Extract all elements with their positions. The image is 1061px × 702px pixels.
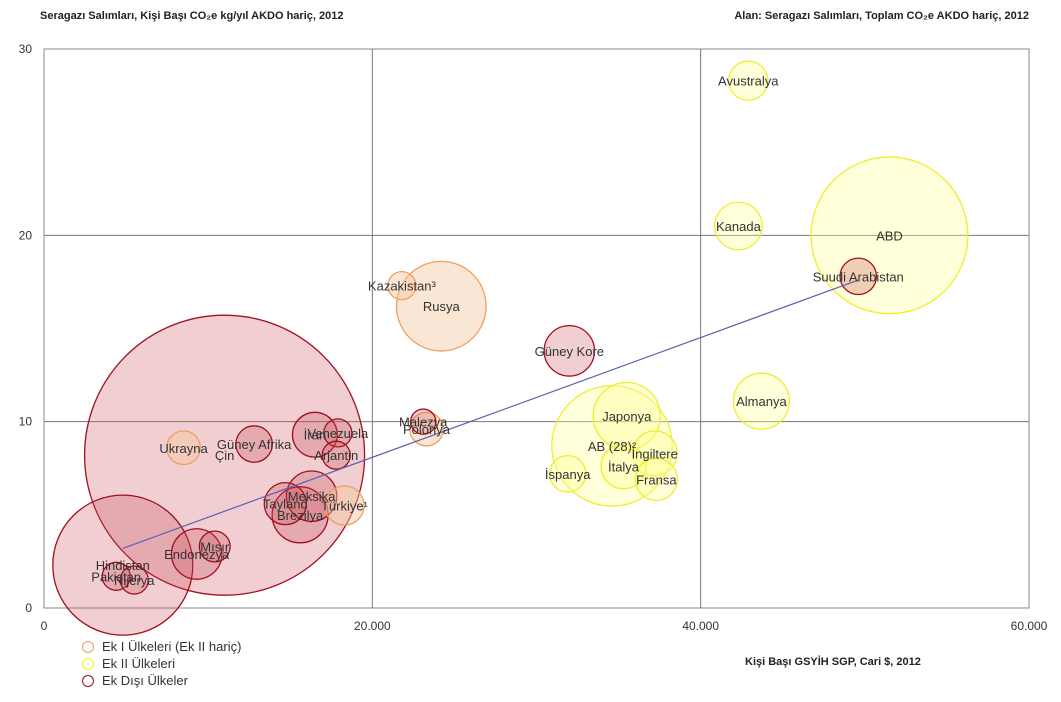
bubble-avustralya xyxy=(728,60,769,101)
bubble-hindistan xyxy=(52,494,194,636)
label-i-ran: İran xyxy=(304,428,326,443)
label-nijerya: Nijerya xyxy=(114,573,155,588)
legend-label-ekdisi: Ek Dışı Ülkeler xyxy=(102,673,188,688)
bubble-kazakistan xyxy=(387,270,417,301)
y-tick-label: 30 xyxy=(19,42,33,56)
label-çin: Çin xyxy=(215,448,235,463)
bubble-i-talya xyxy=(600,443,647,490)
bubble-i-ngiltere xyxy=(631,430,678,477)
legend-item-ekdisi: Ek Dışı Ülkeler xyxy=(82,672,241,689)
x-tick-label: 20.000 xyxy=(354,619,391,633)
bubble-polonya xyxy=(409,411,444,447)
bubble-çin xyxy=(83,314,366,596)
label-endonezya: Endonezya xyxy=(164,547,230,562)
label-i-talya: İtalya xyxy=(608,459,640,474)
y-tick-label: 0 xyxy=(25,601,32,615)
legend-label-ek2: Ek II Ülkeleri xyxy=(102,656,175,671)
bubble-güney-afrika xyxy=(235,425,273,463)
label-tayland: Tayland xyxy=(263,497,308,512)
bubble-arjantin xyxy=(321,440,351,470)
label-malezya: Malezya xyxy=(399,415,448,430)
bubble-ukrayna xyxy=(166,430,201,466)
label-suudi-arabistan: Suudi Arabistan xyxy=(813,269,904,284)
bubble-i-spanya xyxy=(548,454,587,493)
x-tick-label: 40.000 xyxy=(682,619,719,633)
label-mısır: Mısır xyxy=(200,540,230,555)
bubble-güney-kore xyxy=(543,325,596,377)
legend-item-ek2: Ek II Ülkeleri xyxy=(82,655,241,672)
label-abd: ABD xyxy=(876,228,903,243)
legend-swatch-ekdisi xyxy=(82,674,94,687)
label-kazakistan: Kazakistan³ xyxy=(368,279,437,294)
bubble-size-title: Alan: Seragazı Salımları, Toplam CO₂e AK… xyxy=(734,10,1029,22)
trend-line xyxy=(122,279,859,549)
legend-item-ek1: Ek I Ülkeleri (Ek II hariç) xyxy=(82,638,241,655)
bubble-fransa xyxy=(634,457,678,502)
label-pakistan: Pakistan xyxy=(91,569,141,584)
legend-swatch-ek1 xyxy=(82,640,94,653)
x-tick-label: 60.000 xyxy=(1011,619,1048,633)
label-ukrayna: Ukrayna xyxy=(159,441,208,456)
bubble-japonya xyxy=(592,381,662,451)
bubble-almanya xyxy=(732,372,791,430)
label-i-spanya: İspanya xyxy=(545,467,591,482)
label-rusya: Rusya xyxy=(423,299,461,314)
label-güney-afrika: Güney Afrika xyxy=(217,437,292,452)
bubble-türkiye xyxy=(324,485,365,526)
label-güney-kore: Güney Kore xyxy=(535,344,604,359)
label-meksika: Meksika xyxy=(288,489,336,504)
bubble-mısır xyxy=(198,530,231,563)
label-kanada: Kanada xyxy=(716,219,762,234)
label-hindistan: Hindistan xyxy=(96,558,150,573)
label-japonya: Japonya xyxy=(602,409,652,424)
label-avustralya: Avustralya xyxy=(718,74,779,89)
label-almanya: Almanya xyxy=(736,394,787,409)
bubble-rusya xyxy=(395,260,487,352)
label-türkiye: Türkiye¹ xyxy=(321,499,369,514)
left-axis-title: Seragazı Salımları, Kişi Başı CO₂e kg/yı… xyxy=(40,10,344,22)
label-brezilya: Brezilya xyxy=(277,508,324,523)
x-tick-label: 0 xyxy=(41,619,48,633)
legend: Ek I Ülkeleri (Ek II hariç) Ek II Ülkele… xyxy=(82,638,241,689)
bubble-pakistan xyxy=(101,561,131,591)
label-ab-28: AB (28)² xyxy=(588,439,637,454)
x-axis-title: Kişi Başı GSYİH SGP, Cari $, 2012 xyxy=(745,656,921,668)
label-i-ngiltere: İngiltere xyxy=(632,446,678,461)
plot-frame xyxy=(43,48,1030,609)
bubble-endonezya xyxy=(170,528,223,580)
bubble-nijerya xyxy=(119,565,149,595)
bubble-malezya xyxy=(409,408,437,435)
bubble-abd xyxy=(810,156,969,315)
bubble-venezuela xyxy=(323,418,353,448)
y-tick-label: 20 xyxy=(19,228,33,242)
label-polonya: Polonya xyxy=(403,422,451,437)
bubble-kanada xyxy=(713,201,763,251)
bubble-suudi-arabistan xyxy=(839,257,878,296)
y-tick-label: 10 xyxy=(19,415,33,429)
legend-swatch-ek2 xyxy=(82,657,94,670)
label-venezuela: Venezuela xyxy=(307,426,368,441)
label-arjantin: Arjantin xyxy=(314,448,358,463)
label-fransa: Fransa xyxy=(636,472,677,487)
legend-label-ek1: Ek I Ülkeleri (Ek II hariç) xyxy=(102,639,242,654)
